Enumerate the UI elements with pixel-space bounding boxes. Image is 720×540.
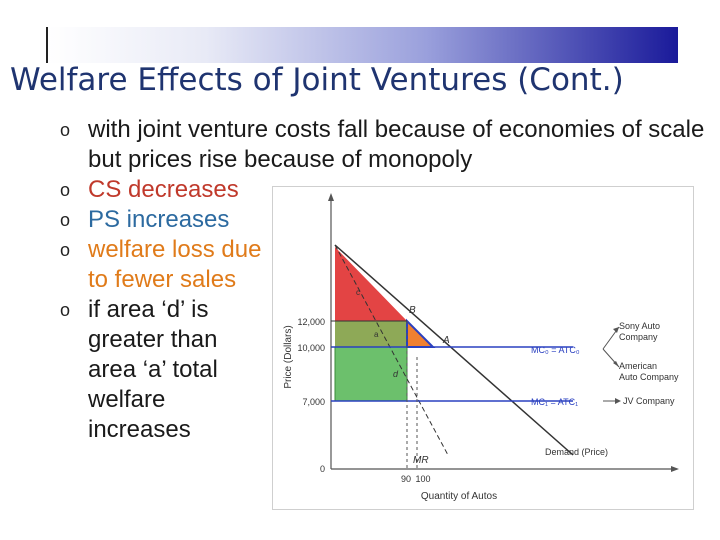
area-c-label: c (356, 288, 360, 297)
bullet-text: welfare loss due to fewer sales (88, 236, 262, 293)
american-label: American Auto Company (619, 361, 679, 382)
x-axis-arrow-icon (671, 466, 679, 472)
bullet-marker-icon: o (60, 210, 71, 230)
jv-label: JV Company (623, 396, 675, 406)
bullet-marker-icon: o (60, 120, 71, 140)
mc1-label: MC₁ = ATC₁ (531, 397, 578, 407)
bullet-item: o welfare loss due to fewer sales (60, 235, 268, 295)
demand-label: Demand (Price) (545, 447, 608, 457)
bullet-item: o if area ‘d’ is greater than area ‘a’ to… (60, 295, 268, 445)
bullet-text: PS increases (88, 206, 230, 233)
deadweight-loss-triangle (406, 318, 436, 348)
x-axis-label: Quantity of Autos (421, 491, 497, 502)
bullet-text: with joint venture costs fall because of… (88, 116, 705, 173)
arrow-head-icon (613, 327, 619, 333)
mc0-label: MC₀ = ATC₀ (531, 345, 580, 355)
bullet-item: o CS decreases (60, 175, 720, 205)
bullet-item: o with joint venture costs fall because o… (60, 115, 720, 175)
y-axis-arrow-icon (328, 193, 334, 201)
diagram-svg: 12,000 10,000 7,000 0 90 100 Price (Doll… (283, 193, 679, 502)
arrow-head-icon (613, 361, 619, 367)
bullet-text: if area ‘d’ is greater than area ‘a’ tot… (88, 296, 218, 443)
y-tick-label: 10,000 (297, 343, 325, 353)
sony-label: Sony Auto Company (619, 321, 660, 342)
area-a-label: a (374, 330, 379, 339)
bullet-marker-icon: o (60, 240, 71, 260)
slide-title: Welfare Effects of Joint Ventures (Cont.… (10, 62, 624, 98)
y-tick-label: 12,000 (297, 317, 325, 327)
bullet-marker-icon: o (60, 300, 71, 320)
title-decoration-bar (46, 27, 678, 63)
demand-curve (334, 244, 574, 456)
mr-label: MR (413, 455, 429, 466)
economics-diagram: 12,000 10,000 7,000 0 90 100 Price (Doll… (272, 186, 694, 510)
area-d-label: d (393, 369, 399, 379)
bullet-marker-icon: o (60, 180, 71, 200)
y-tick-label: 7,000 (302, 397, 325, 407)
y-tick-label: 0 (320, 464, 325, 474)
x-tick-label: 100 (415, 474, 430, 484)
arrow-head-icon (615, 398, 621, 404)
x-tick-label: 90 (401, 474, 411, 484)
bullet-text: CS decreases (88, 176, 239, 203)
point-a-label: A (442, 335, 450, 346)
area-c-triangle (335, 247, 407, 321)
bullet-item: o PS increases (60, 205, 720, 235)
point-b-label: B (409, 305, 416, 316)
y-axis-label: Price (Dollars) (283, 325, 294, 388)
area-a-rect (335, 321, 407, 347)
bullet-list: o with joint venture costs fall because o… (60, 115, 720, 445)
